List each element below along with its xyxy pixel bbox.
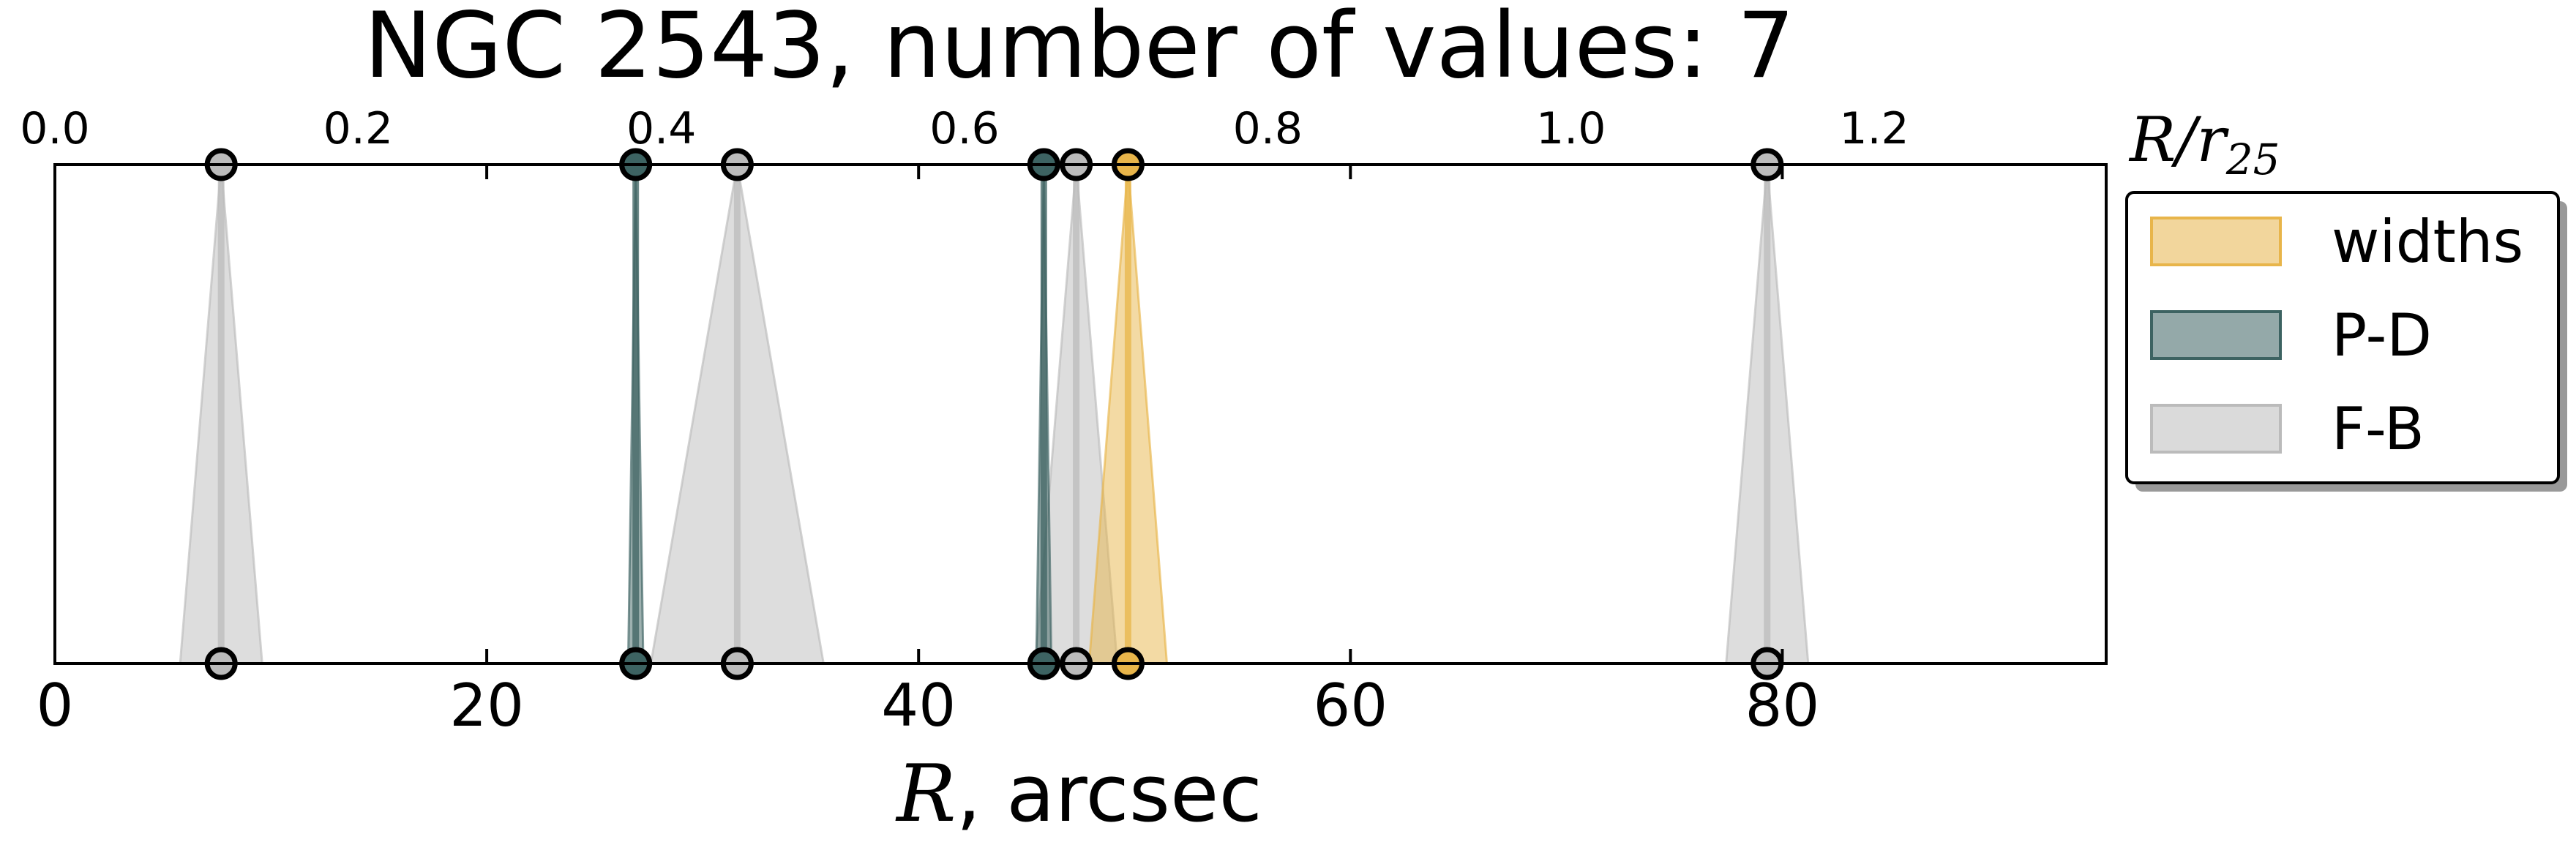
top-tick-label: 1.0 bbox=[1536, 103, 1606, 154]
top-tick-label: 0.6 bbox=[929, 103, 999, 154]
x-axis-label-math: R bbox=[895, 748, 956, 840]
bottom-tick-label: 0 bbox=[37, 672, 74, 740]
top-tick-label: 0.2 bbox=[323, 103, 393, 154]
bottom-axis: 0 20 40 60 80 bbox=[37, 165, 1820, 740]
legend-swatch-f-b bbox=[2150, 404, 2282, 454]
chart-title: NGC 2543, number of values: 7 bbox=[364, 0, 1795, 99]
top-tick-label: 0.4 bbox=[626, 103, 696, 154]
legend-swatch-widths bbox=[2150, 217, 2282, 266]
legend-label-widths: widths bbox=[2332, 208, 2523, 276]
x-axis-label: R, arcsec bbox=[895, 748, 1262, 840]
top-axis: 0.0 0.2 0.4 0.6 0.8 1.0 1.2 bbox=[20, 103, 1909, 154]
top-tick-label: 1.2 bbox=[1839, 103, 1909, 154]
legend-label-p-d: P-D bbox=[2332, 301, 2432, 369]
top-axis-label-sub: 25 bbox=[2225, 135, 2280, 184]
bottom-tick-label: 40 bbox=[881, 672, 956, 740]
bottom-tick-label: 80 bbox=[1745, 672, 1820, 740]
top-tick-label: 0.0 bbox=[20, 103, 89, 154]
bottom-tick-label: 20 bbox=[449, 672, 524, 740]
legend-label-f-b: F-B bbox=[2332, 395, 2425, 463]
legend-items: widths P-D F-B bbox=[2150, 208, 2523, 463]
plot-marks bbox=[179, 148, 1810, 680]
legend-swatch-p-d bbox=[2150, 310, 2282, 360]
plot-frame bbox=[53, 163, 2108, 665]
x-axis-label-text: , arcsec bbox=[956, 748, 1262, 840]
bottom-tick-label: 60 bbox=[1313, 672, 1388, 740]
legend: widths P-D F-B bbox=[2125, 191, 2567, 492]
top-tick-label: 0.8 bbox=[1233, 103, 1303, 154]
top-axis-label-math: R/r bbox=[2128, 104, 2230, 176]
top-axis-label: R/r25 bbox=[2128, 104, 2280, 184]
